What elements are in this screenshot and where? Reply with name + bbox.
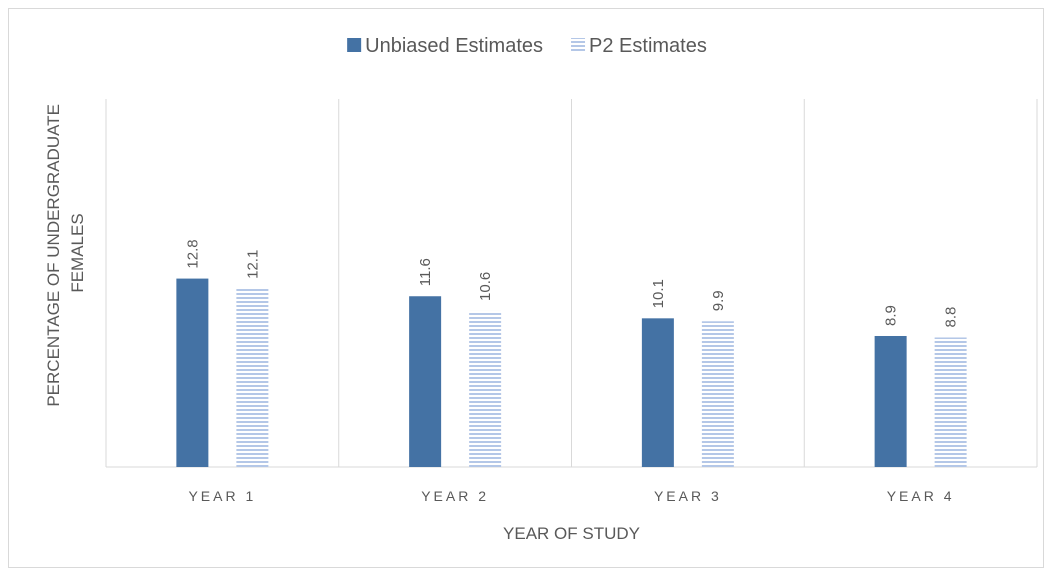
bar-p2-1 (236, 288, 269, 467)
legend-item: Unbiased Estimates (347, 35, 543, 57)
data-labels: 12.8 12.1 11.6 10.6 10.1 9.9 8.9 8.8 (184, 239, 959, 327)
bars (176, 278, 967, 467)
data-label: 11.6 (417, 258, 434, 286)
data-label: 12.8 (184, 239, 201, 268)
x-tick-label: YEAR 4 (887, 488, 955, 504)
legend: Unbiased Estimates P2 Estimates (347, 35, 707, 57)
bar-unbiased-4 (874, 335, 907, 467)
bar-unbiased-3 (641, 318, 674, 467)
data-label: 10.1 (650, 279, 667, 308)
data-label: 9.9 (710, 290, 727, 311)
legend-label: P2 Estimates (589, 35, 707, 57)
x-axis-title: YEAR OF STUDY (503, 524, 640, 543)
x-tick-label: YEAR 1 (188, 488, 256, 504)
y-axis-title-line-2: FEMALES (68, 213, 87, 292)
bar-p2-4 (934, 337, 967, 467)
y-axis-title: PERCENTAGE OF UNDERGRADUATE FEMALES (44, 99, 87, 406)
x-tick-label: YEAR 2 (421, 488, 489, 504)
data-label: 10.6 (477, 272, 494, 301)
legend-swatch (571, 38, 586, 52)
legend-swatch (347, 38, 362, 52)
legend-item: P2 Estimates (571, 35, 707, 57)
chart-area: Unbiased Estimates P2 Estimates 12.8 12.1 1… (8, 8, 1044, 568)
data-label: 8.9 (883, 305, 900, 326)
bar-chart: Unbiased Estimates P2 Estimates 12.8 12.1 1… (44, 35, 1038, 543)
bar-unbiased-2 (409, 296, 442, 467)
x-tick-label: YEAR 3 (654, 488, 722, 504)
bar-p2-2 (469, 310, 502, 467)
data-label: 8.8 (943, 307, 960, 328)
y-axis-title-line-1: PERCENTAGE OF UNDERGRADUATE (44, 104, 63, 407)
bar-p2-3 (701, 321, 734, 467)
data-label: 12.1 (244, 250, 261, 279)
legend-label: Unbiased Estimates (365, 35, 543, 57)
bar-unbiased-1 (176, 278, 209, 467)
x-axis-tick-labels: YEAR 1 YEAR 2 YEAR 3 YEAR 4 (188, 488, 955, 504)
